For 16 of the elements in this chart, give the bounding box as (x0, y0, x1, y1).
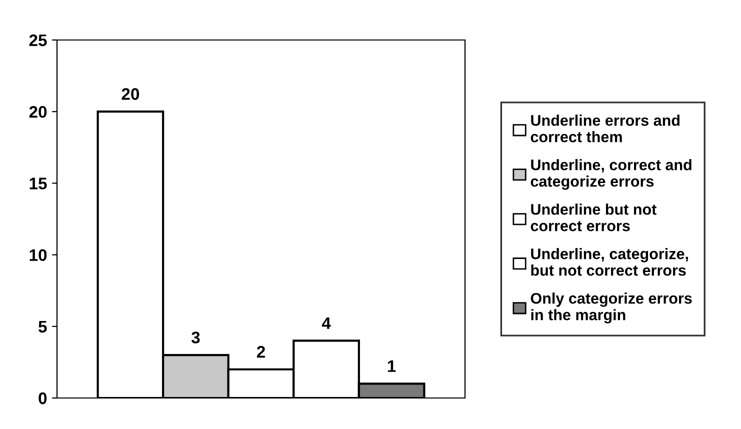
y-tick-label: 5 (38, 320, 47, 333)
y-tick-label: 15 (30, 178, 47, 190)
y-tick-label: 25 (29, 34, 47, 46)
y-tick-label: 10 (30, 249, 47, 262)
data-label: 2 (256, 346, 265, 358)
y-tick-label: 0 (38, 392, 47, 404)
data-label: 1 (388, 360, 396, 372)
legend-label: Only categorize errors in the margin (530, 292, 692, 324)
legend-label: Underline errors and correct them (530, 114, 680, 142)
data-label: 3 (191, 332, 200, 344)
legend-label: Underline, categorize, but not correct errors (531, 248, 688, 276)
legend-label: Underline, correct and categorize errors (530, 159, 692, 190)
legend-label: Underline but not correct errors (530, 204, 656, 232)
data-label: 20 (122, 88, 140, 100)
y-tick-label: 20 (29, 106, 47, 118)
data-label: 4 (322, 317, 331, 329)
